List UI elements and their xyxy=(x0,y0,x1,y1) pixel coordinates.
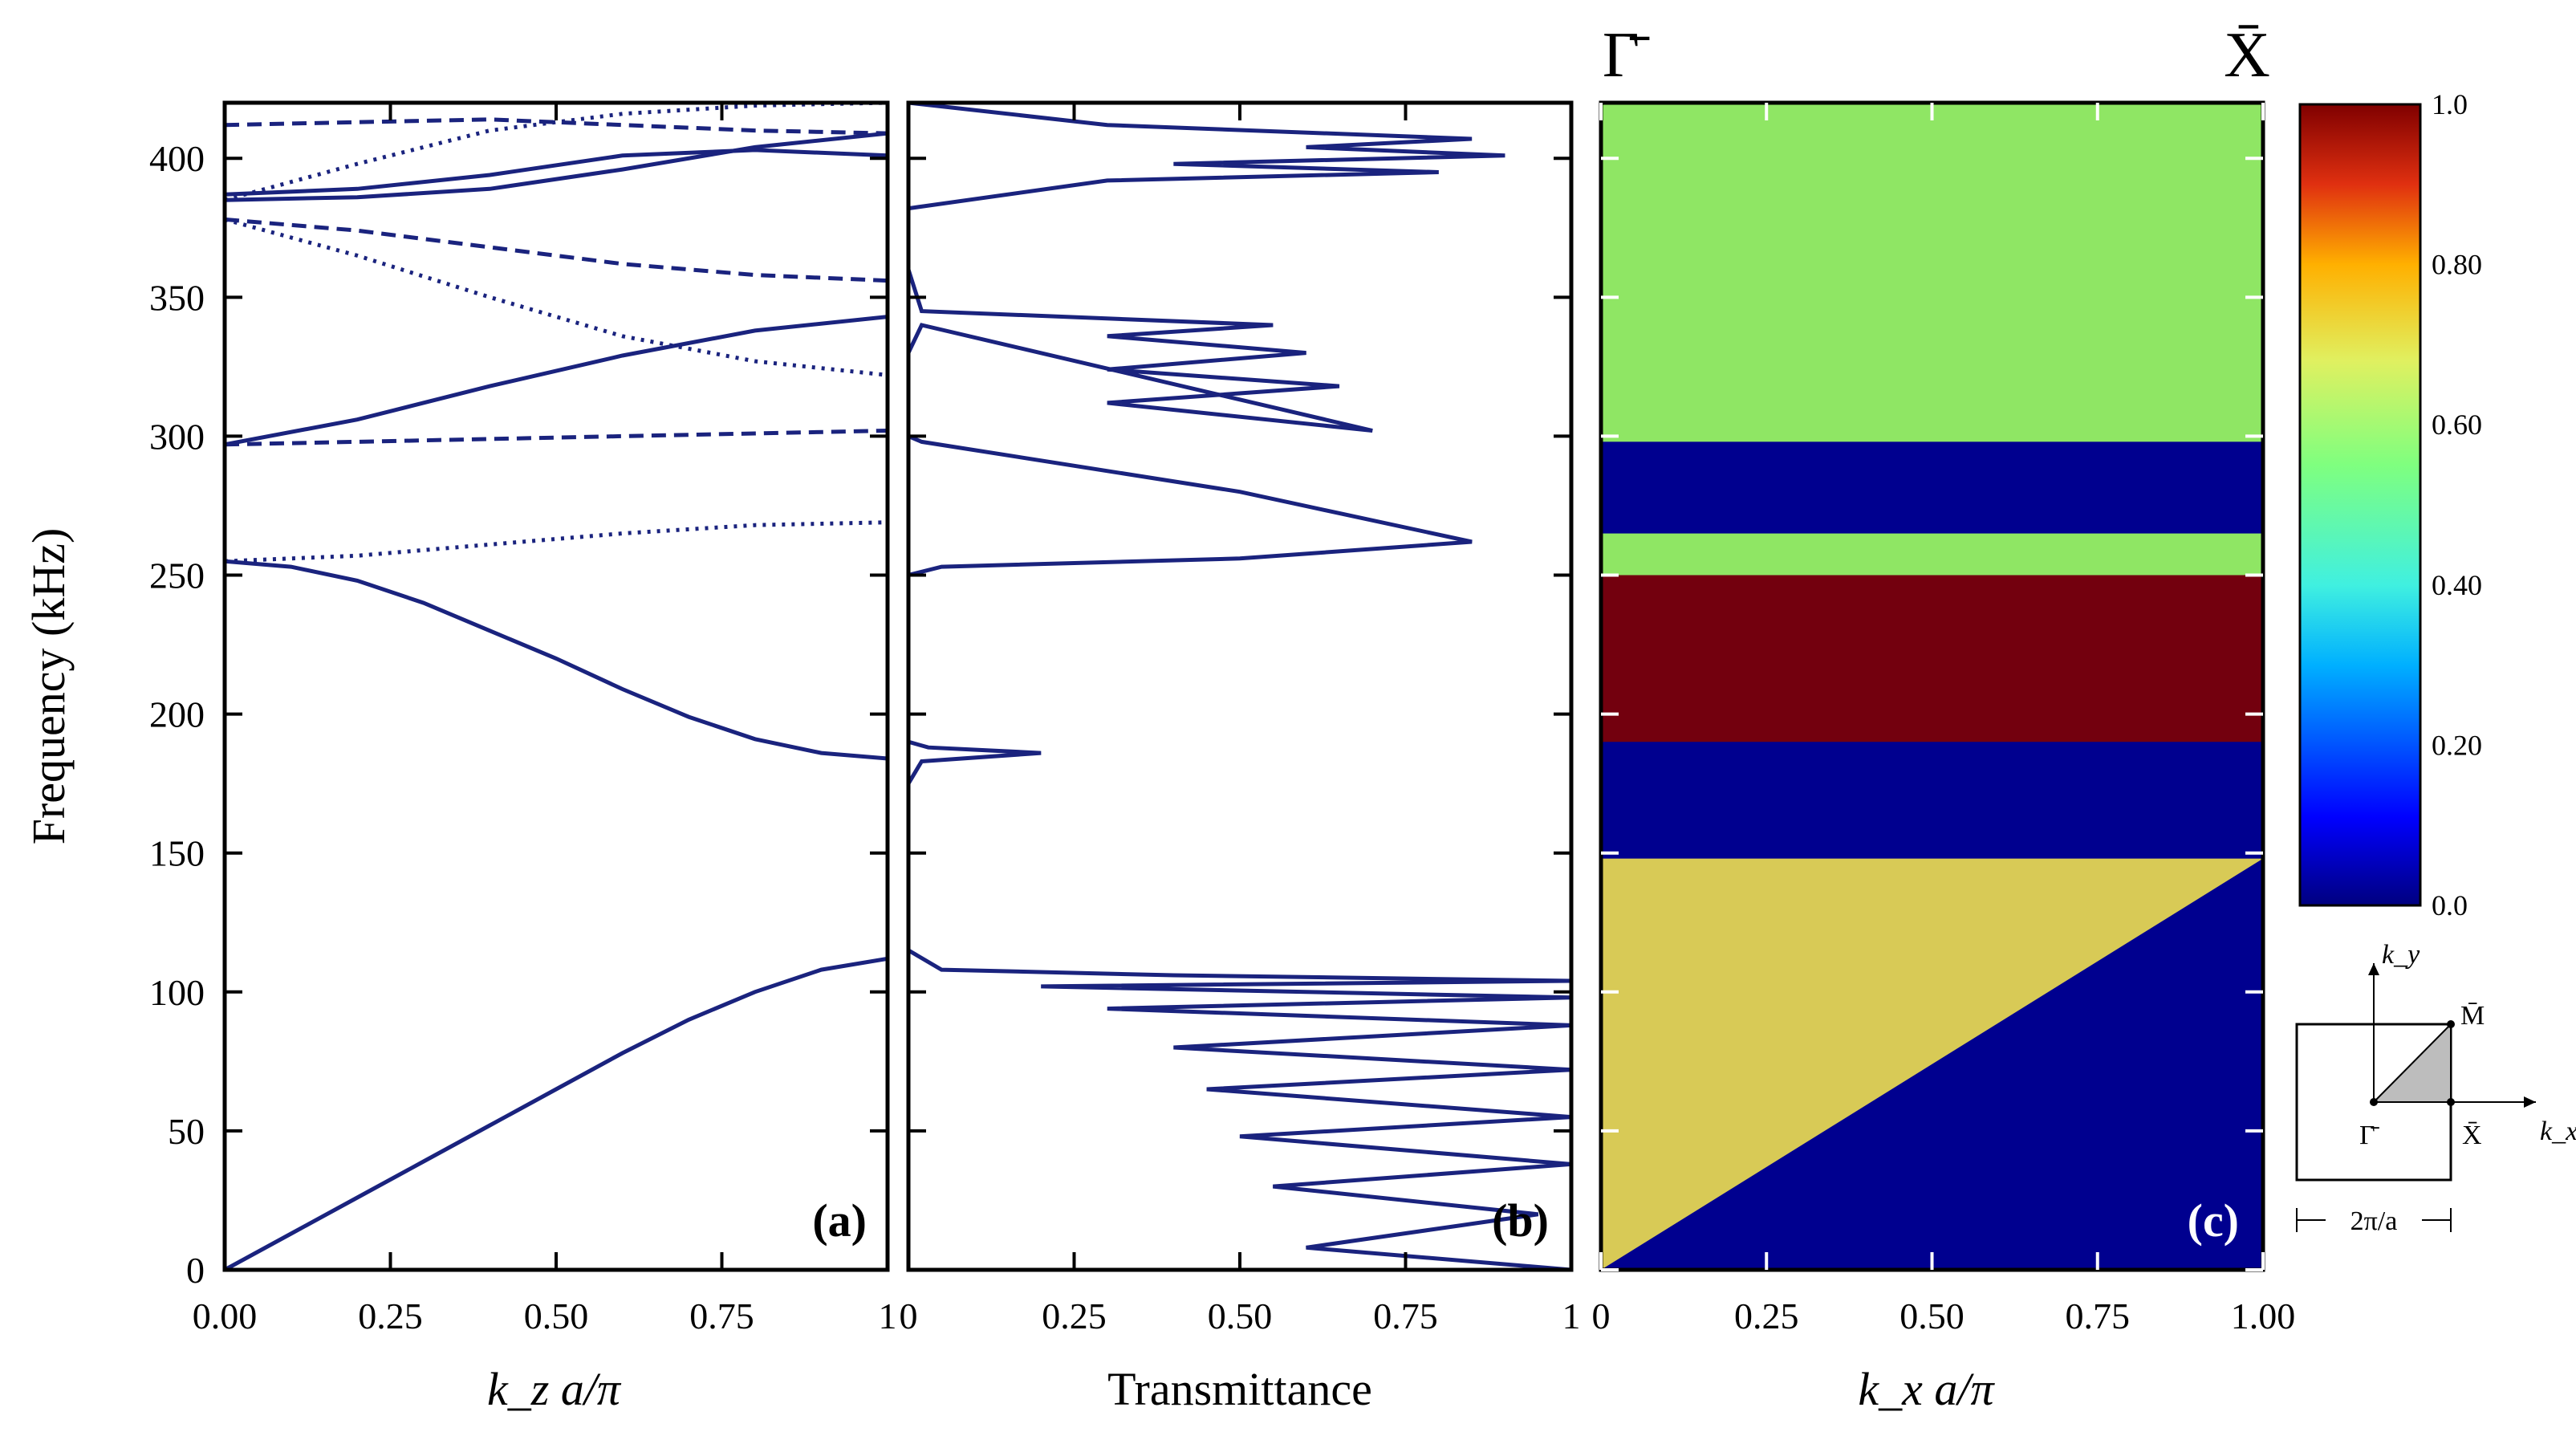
x-tick-label: 0 xyxy=(900,1296,918,1336)
gamma-point xyxy=(2370,1098,2378,1106)
bz-inset: k_y k_x Γ̄ X̄ M̄ 2π/a xyxy=(2295,940,2576,1238)
x-point xyxy=(2447,1098,2455,1106)
band-curve-1 xyxy=(225,956,888,1270)
x-tick-label: 0.25 xyxy=(1734,1296,1799,1336)
heatmap-layer xyxy=(1601,103,2263,1270)
y-tick-label: 300 xyxy=(149,416,205,457)
x-tick-label: 0.75 xyxy=(2066,1296,2131,1336)
band-curve-11 xyxy=(225,117,888,136)
x-tick-label: 1 xyxy=(879,1296,897,1336)
x-tick-label: 0.50 xyxy=(524,1296,589,1336)
m-label: M̄ xyxy=(2460,1001,2485,1031)
x-tick-label: 0.75 xyxy=(1373,1296,1438,1336)
ky-arrow-icon xyxy=(2368,963,2379,975)
colorbar-tick-label: 1.0 xyxy=(2432,88,2468,120)
light-cone-region xyxy=(1601,858,2263,1270)
panel-c-tag: (c) xyxy=(2188,1194,2239,1247)
gamma-label: Γ̄ xyxy=(2359,1121,2380,1150)
x-tick-label: 0.25 xyxy=(1042,1296,1107,1336)
ky-label: k_y xyxy=(2382,940,2420,970)
x-axis-label-b: Transmittance xyxy=(1107,1363,1372,1415)
colorbar-tick-label: 0.60 xyxy=(2432,409,2482,441)
x-tick-labels-b: 0 0.25 0.50 0.75 1 xyxy=(900,1296,1581,1336)
heatmap-region-6 xyxy=(1601,103,2263,442)
x-tick-label: 0.50 xyxy=(1208,1296,1273,1336)
x-tick-label: 0.00 xyxy=(193,1296,258,1336)
band-curve-4 xyxy=(225,429,888,447)
band-curve-2 xyxy=(225,559,888,761)
y-tick-label: 50 xyxy=(168,1111,205,1152)
x-label: X̄ xyxy=(2462,1121,2482,1150)
kx-arrow-icon xyxy=(2524,1096,2536,1108)
x-tick-label: 1 xyxy=(1562,1296,1581,1336)
x-tick-label: 1.00 xyxy=(2231,1296,2296,1336)
x-tick-labels-c: 0 0.25 0.50 0.75 1.00 xyxy=(1592,1296,2296,1336)
panel-a-tag: (a) xyxy=(812,1194,867,1247)
gamma-top-label: Γ̄ xyxy=(1603,20,1650,91)
x-axis-label-c: k_x a/π xyxy=(1858,1363,1995,1415)
band-curve-8 xyxy=(225,131,888,202)
width-label-bg xyxy=(2326,1202,2422,1238)
kx-label: k_x xyxy=(2540,1117,2576,1146)
x-axis-label-a: k_z a/π xyxy=(487,1363,622,1415)
y-tick-label: 100 xyxy=(149,972,205,1013)
colorbar-tick-label: 0.20 xyxy=(2432,729,2482,761)
transmittance-curves xyxy=(908,103,1571,1270)
y-tick-label: 250 xyxy=(149,555,205,596)
band-curve-3 xyxy=(225,520,888,563)
x-tick-label: 0.25 xyxy=(358,1296,423,1336)
x-tick-label: 0 xyxy=(1592,1296,1611,1336)
y-tick-label: 350 xyxy=(149,277,205,318)
m-point xyxy=(2447,1020,2455,1028)
y-tick-label: 150 xyxy=(149,833,205,874)
y-tick-labels: 0 50 100 150 200 250 300 350 400 xyxy=(149,138,205,1291)
x-tick-label: 0.50 xyxy=(1899,1296,1965,1336)
irreducible-zone xyxy=(2371,1022,2452,1103)
band-curve-6 xyxy=(225,217,888,377)
x-tick-labels-a: 0.00 0.25 0.50 0.75 1 xyxy=(193,1296,897,1336)
width-label: 2π/a xyxy=(2350,1206,2398,1236)
y-tick-label: 0 xyxy=(186,1250,205,1291)
panel-b-frame xyxy=(906,100,1574,1272)
colorbar-labels: 0.0 0.20 0.40 0.60 0.80 1.0 xyxy=(2432,88,2482,921)
band-curve-7 xyxy=(225,217,888,283)
y-axis-label: Frequency (kHz) xyxy=(22,528,75,845)
colorbar-tick-label: 0.80 xyxy=(2432,249,2482,281)
heatmap-region-3 xyxy=(1601,575,2263,742)
colorbar-tick-label: 0.40 xyxy=(2432,569,2482,601)
colorbar xyxy=(2298,103,2422,907)
transmittance-curve xyxy=(908,103,1571,1270)
tick-marks xyxy=(223,103,2265,1271)
band-structure-curves xyxy=(225,103,888,1270)
x-top-label: X̄ xyxy=(2224,20,2270,91)
y-tick-label: 400 xyxy=(149,138,205,179)
panel-b-tag: (b) xyxy=(1492,1194,1549,1247)
x-tick-label: 0.75 xyxy=(689,1296,754,1336)
colorbar-tick-label: 0.0 xyxy=(2432,889,2468,921)
band-curve-9 xyxy=(225,148,888,197)
heatmap-region-4 xyxy=(1601,533,2263,576)
band-curve-5 xyxy=(225,315,888,447)
y-tick-label: 200 xyxy=(149,694,205,735)
